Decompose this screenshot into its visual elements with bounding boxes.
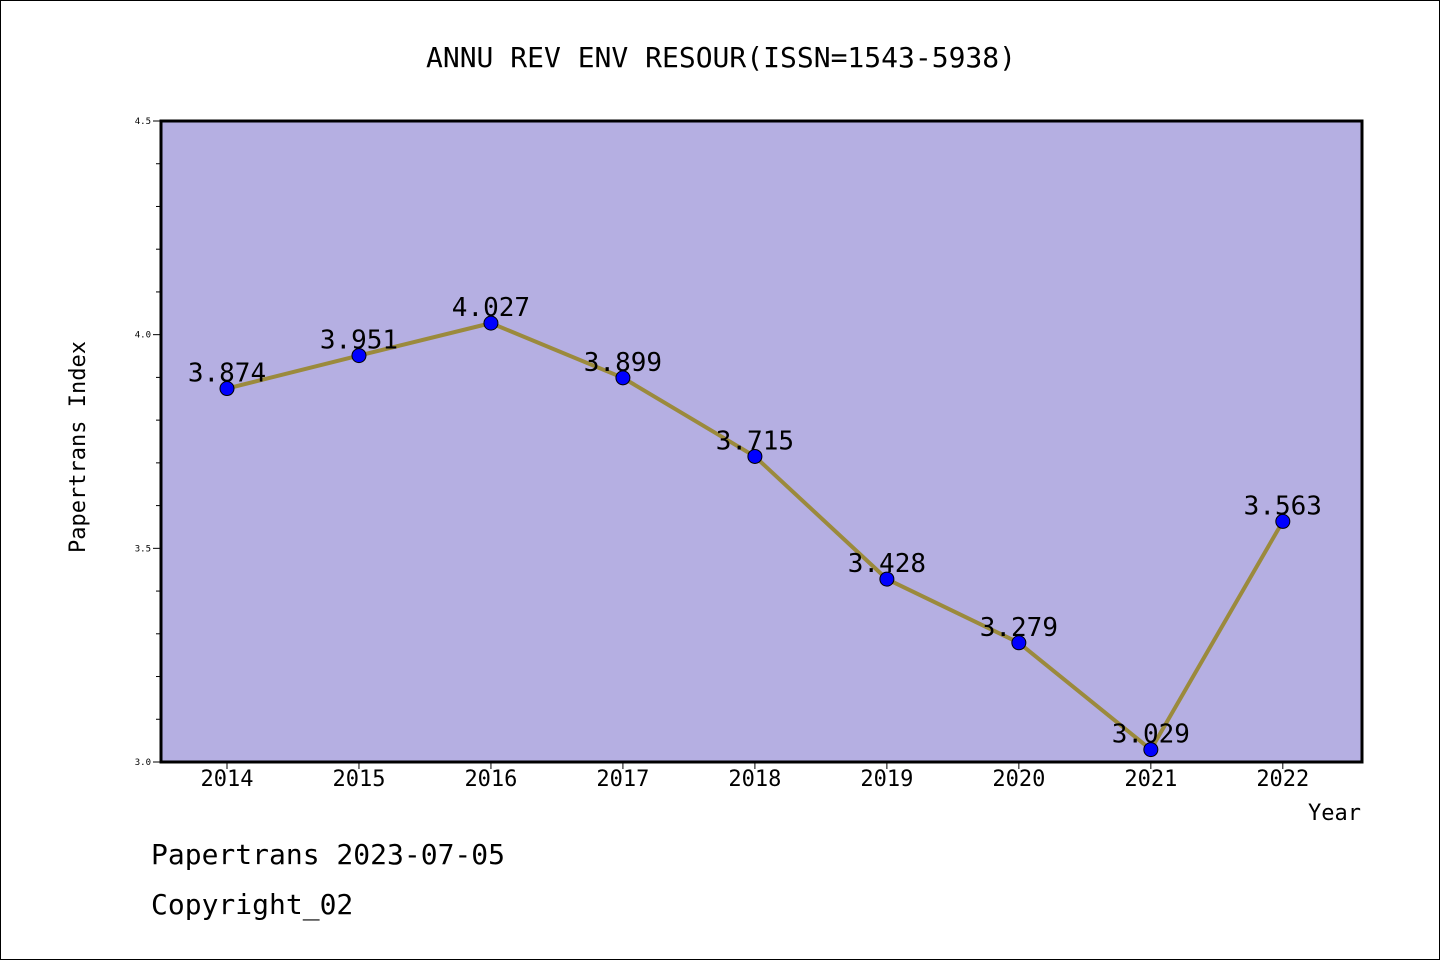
x-tick-label: 2021 bbox=[1124, 767, 1177, 792]
plot-area bbox=[161, 121, 1362, 762]
data-point bbox=[351, 348, 367, 364]
data-label: 3.029 bbox=[1112, 720, 1190, 750]
y-tick-label: 4.0 bbox=[135, 331, 151, 341]
plot-border bbox=[159, 119, 1364, 764]
x-tick-label: 2019 bbox=[860, 767, 913, 792]
data-label: 3.951 bbox=[320, 326, 398, 356]
x-axis-title: Year bbox=[1308, 801, 1361, 826]
data-label: 3.279 bbox=[980, 613, 1058, 643]
data-label: 3.874 bbox=[188, 359, 266, 389]
x-tick-label: 2020 bbox=[992, 767, 1045, 792]
footer-copyright: Copyright_02 bbox=[151, 888, 353, 922]
data-point bbox=[483, 315, 499, 331]
y-tick-label: 3.5 bbox=[135, 544, 151, 554]
data-point bbox=[1275, 513, 1291, 529]
data-point bbox=[879, 571, 895, 587]
data-point bbox=[219, 381, 235, 397]
data-label: 3.899 bbox=[584, 348, 662, 378]
x-tick-label: 2014 bbox=[200, 767, 253, 792]
x-tick-label: 2017 bbox=[596, 767, 649, 792]
data-point bbox=[615, 370, 631, 386]
data-label: 3.715 bbox=[716, 426, 794, 456]
x-tick-label: 2022 bbox=[1256, 767, 1309, 792]
x-tick-label: 2018 bbox=[728, 767, 781, 792]
y-tick-label: 4.5 bbox=[135, 117, 151, 127]
chart-title: ANNU REV ENV RESOUR(ISSN=1543-5938) bbox=[426, 41, 1016, 74]
data-label: 4.027 bbox=[452, 293, 530, 323]
y-axis-title: Papertrans Index bbox=[66, 341, 91, 553]
x-tick-label: 2016 bbox=[464, 767, 517, 792]
footer-date: Papertrans 2023-07-05 bbox=[151, 838, 505, 871]
data-point bbox=[747, 448, 763, 464]
data-label: 3.428 bbox=[848, 549, 926, 579]
data-point bbox=[1011, 635, 1027, 651]
x-tick-label: 2015 bbox=[332, 767, 385, 792]
data-label: 3.563 bbox=[1244, 491, 1322, 521]
y-tick-label: 3.0 bbox=[135, 758, 151, 768]
data-point bbox=[1143, 742, 1159, 758]
